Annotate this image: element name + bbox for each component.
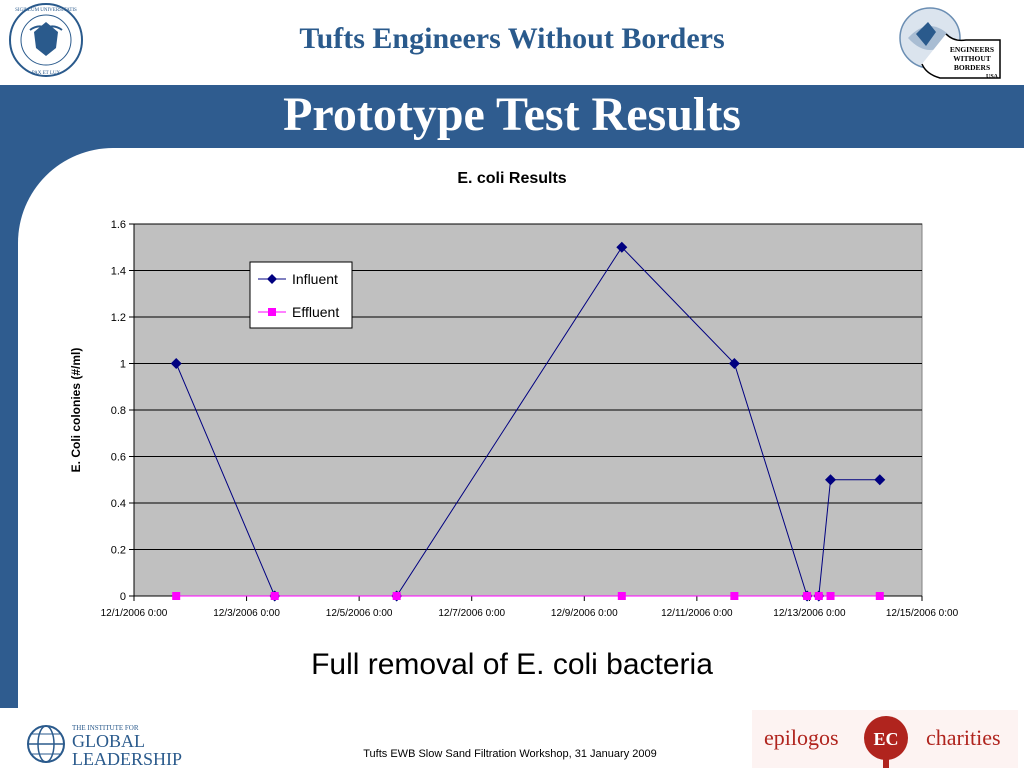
effluent-point — [814, 592, 823, 600]
y-tick-label: 0.8 — [111, 405, 126, 417]
charities-logo-word: charities — [926, 725, 1001, 750]
x-tick-label: 12/15/2006 0:00 — [886, 608, 959, 619]
x-tick-label: 12/9/2006 0:00 — [551, 608, 618, 619]
ewb-logo-line: USA — [986, 74, 999, 80]
ewb-logo-line: WITHOUT — [953, 54, 991, 63]
effluent-point — [392, 592, 401, 600]
charities-logo-word: epilogos — [764, 725, 839, 750]
ewb-logo-line: BORDERS — [954, 63, 990, 72]
slide-header — [0, 0, 1024, 85]
y-axis-label: E. Coli colonies (#/ml) — [69, 348, 83, 473]
svg-text:SIGILLUM UNIVERSITATIS: SIGILLUM UNIVERSITATIS — [15, 8, 77, 13]
effluent-point — [270, 592, 279, 600]
global-leadership-logo: THE INSTITUTE FOR GLOBAL LEADERSHIP — [27, 724, 182, 768]
effluent-point — [875, 592, 884, 600]
svg-text:PAX ET LUX: PAX ET LUX — [32, 71, 61, 76]
y-tick-label: 0.2 — [111, 545, 126, 557]
igl-logo-line: GLOBAL — [72, 731, 145, 751]
x-tick-label: 12/5/2006 0:00 — [326, 608, 393, 619]
slide-title: Prototype Test Results — [283, 88, 741, 141]
epilogos-charities-logo: epilogos EC charities — [752, 710, 1018, 768]
y-tick-label: 1.6 — [111, 219, 126, 231]
y-tick-label: 1 — [120, 359, 126, 371]
x-tick-label: 12/1/2006 0:00 — [101, 608, 168, 619]
influent-point — [170, 358, 182, 369]
organization-title: Tufts Engineers Without Borders — [299, 22, 725, 55]
y-tick-label: 1.2 — [111, 312, 126, 324]
effluent-point — [617, 592, 626, 600]
charities-logo-mark: EC — [873, 729, 898, 749]
slide-caption: Full removal of E. coli bacteria — [311, 648, 713, 681]
x-tick-label: 12/7/2006 0:00 — [438, 608, 505, 619]
legend-label: Effluent — [292, 304, 339, 320]
ewb-logo-line: ENGINEERS — [950, 45, 994, 54]
y-tick-label: 1.4 — [111, 266, 126, 278]
igl-logo-line: THE INSTITUTE FOR — [72, 724, 139, 732]
ecoli-line-chart: 0 0.2 0.4 0.6 0.8 1 1.2 1.4 1.6 12/1/2006 0:00 12/… — [69, 219, 959, 619]
influent-point — [825, 474, 837, 486]
tufts-seal-logo: SIGILLUM UNIVERSITATIS PAX ET LUX — [9, 3, 83, 77]
legend-box — [249, 261, 353, 329]
legend-marker — [267, 274, 277, 284]
influent-point — [874, 474, 886, 486]
x-tick-label: 12/11/2006 0:00 — [661, 608, 733, 619]
effluent-point — [172, 592, 181, 600]
footer-note: Tufts EWB Slow Sand Filtration Workshop,… — [363, 748, 657, 760]
y-tick-label: 0 — [120, 591, 126, 603]
legend-label: Influent — [292, 271, 338, 287]
chart-title: E. coli Results — [457, 170, 567, 187]
effluent-point — [826, 592, 835, 600]
x-tick-label: 12/13/2006 0:00 — [773, 608, 846, 619]
x-tick-label: 12/3/2006 0:00 — [213, 608, 280, 619]
effluent-point — [730, 592, 739, 600]
legend-marker — [268, 308, 276, 316]
influent-point — [728, 358, 740, 369]
influent-point — [616, 241, 628, 253]
y-tick-label: 0.4 — [111, 498, 126, 510]
effluent-point — [803, 592, 812, 600]
ewb-usa-logo: ENGINEERS WITHOUT BORDERS USA — [899, 7, 1001, 80]
igl-logo-line: LEADERSHIP — [72, 749, 182, 768]
y-tick-label: 0.6 — [111, 452, 126, 464]
